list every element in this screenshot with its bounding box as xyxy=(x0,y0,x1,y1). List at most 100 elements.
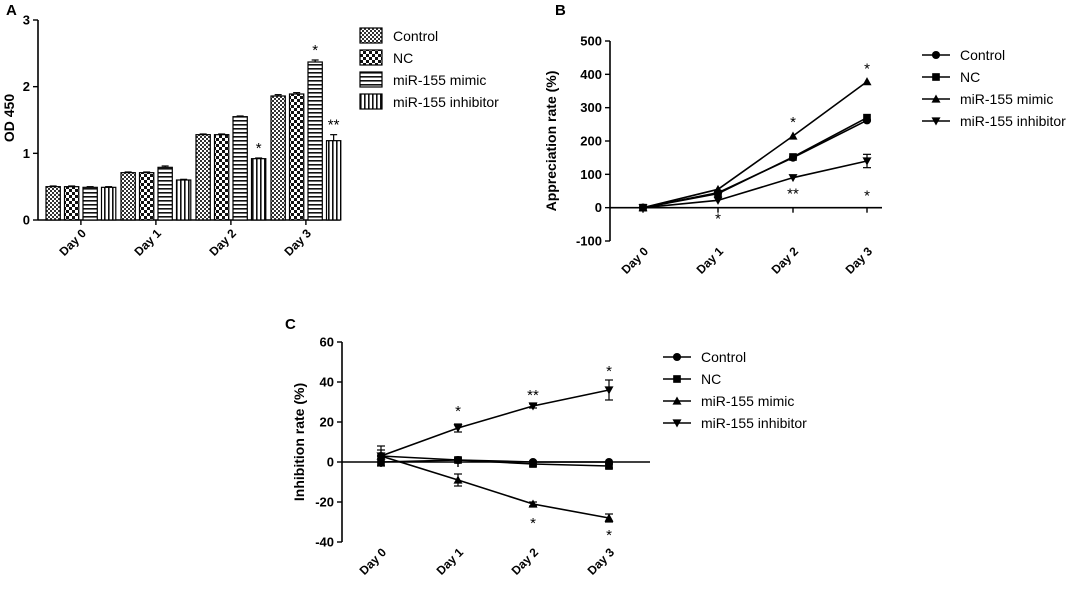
panel-a-bar-mir-155-mimic-day-2 xyxy=(232,116,248,221)
panel-c-letter: C xyxy=(285,316,296,333)
panel-c-legend-marker-control xyxy=(672,352,682,362)
panel-b-legend-label-control: Control xyxy=(960,47,1005,63)
panel-a-errorbar-mir-155-inhibitor-day-1 xyxy=(180,178,188,180)
panel-a-bar-nc-day-1 xyxy=(138,172,155,221)
panel-c-series-mir-155-inhibitor xyxy=(376,379,614,467)
panel-a-bar-mir-155-inhibitor-day-1 xyxy=(175,179,192,221)
panel-c-legend-item-nc: NC xyxy=(663,371,721,387)
panel-b-legend-label-nc: NC xyxy=(960,69,980,85)
panel-b-ytick-label: 300 xyxy=(580,100,602,115)
panel-a-legend-swatch-control xyxy=(359,27,383,44)
panel-b-legend-marker-nc xyxy=(932,73,940,81)
panel-b-marker-mir-155-inhibitor xyxy=(638,204,648,213)
panel-c-legend-label-mir-155-mimic: miR-155 mimic xyxy=(701,393,794,409)
panel-a-bar-mir-155-inhibitor-day-3 xyxy=(325,140,342,221)
panel-c-xtick-label: Day 1 xyxy=(434,545,467,578)
panel-a-xtick-label: Day 1 xyxy=(131,226,164,259)
panel-a-legend-swatch-mir-155-mimic xyxy=(359,71,383,88)
panel-b-ytick-label: -100 xyxy=(576,234,602,249)
panel-c-xtick-label: Day 3 xyxy=(585,545,618,578)
panel-c-marker-mir-155-inhibitor xyxy=(376,452,386,461)
panel-a-errorbar-nc-day-1 xyxy=(143,171,151,173)
panel-a-errorbar-nc-day-0 xyxy=(68,185,76,187)
panel-b-significance: ** xyxy=(787,186,799,203)
panel-b-legend-marker-mir-155-inhibitor xyxy=(931,117,941,126)
panel-a-errorbar-nc-day-3 xyxy=(293,92,301,94)
panel-c-ytick-label: 20 xyxy=(320,415,334,430)
panel-a-errorbar-control-day-2 xyxy=(199,133,207,135)
panel-a-errorbar-mir-155-mimic-day-2 xyxy=(236,115,244,117)
panel-a-xtick-label: Day 3 xyxy=(281,226,314,259)
panel-c-ytick-label: 0 xyxy=(327,455,334,470)
panel-a-xtick-label: Day 0 xyxy=(56,226,89,259)
panel-a-xtick-label: Day 2 xyxy=(206,226,239,259)
panel-a-errorbar-mir-155-mimic-day-0 xyxy=(86,186,94,188)
panel-c-significance: * xyxy=(606,527,612,544)
panel-a-significance: ** xyxy=(328,117,340,134)
panel-b-significance: * xyxy=(864,187,870,204)
panel-b-marker-nc xyxy=(714,189,722,198)
panel-b-marker-mir-155-mimic xyxy=(862,77,872,86)
panel-a-errorbar-mir-155-mimic-day-1 xyxy=(161,165,169,168)
panel-a-errorbar-nc-day-2 xyxy=(218,133,226,135)
panel-b-legend-item-nc: NC xyxy=(922,69,980,85)
panel-a-ytick-label: 0 xyxy=(23,213,30,228)
panel-c-legend-label-mir-155-inhibitor: miR-155 inhibitor xyxy=(701,415,807,431)
panel-c-line-control xyxy=(380,455,609,463)
panel-b-xtick-label: Day 3 xyxy=(843,244,876,277)
panel-b-ytick-label: 500 xyxy=(580,34,602,49)
panel-b-line-mir-155-mimic xyxy=(642,81,868,209)
panel-b-series-mir-155-inhibitor xyxy=(638,153,872,213)
panel-b-ylabel: Appreciation rate (%) xyxy=(543,71,559,212)
panel-b-marker-mir-155-inhibitor xyxy=(788,174,798,183)
panel-c-ytick-label: -40 xyxy=(315,535,334,550)
panel-b-significance: * xyxy=(864,61,870,78)
panel-c-marker-mir-155-mimic xyxy=(528,499,538,508)
panel-a-bar-control-day-2 xyxy=(195,134,211,221)
panel-b-marker-mir-155-inhibitor xyxy=(713,196,723,205)
panel-a-significance: * xyxy=(256,140,262,157)
panel-b-significance: * xyxy=(790,114,796,131)
panel-a-errorbar-control-day-3 xyxy=(274,94,282,96)
panel-c-line-nc xyxy=(380,459,610,467)
panel-b-legend-marker-control xyxy=(931,50,941,60)
panel-c-legend-marker-nc xyxy=(673,375,681,383)
panel-a-errorbar-mir-155-mimic-day-3 xyxy=(311,59,319,62)
panel-a-legend-swatch-mir-155-inhibitor xyxy=(359,93,383,110)
panel-c-significance: * xyxy=(606,363,612,380)
panel-c-xtick-label: Day 0 xyxy=(357,545,390,578)
panel-a-ytick-label: 1 xyxy=(23,146,30,161)
panel-c-marker-nc xyxy=(529,460,537,468)
panel-a-legend-label-nc: NC xyxy=(393,50,413,66)
panel-b: B Appreciation rate (%) -100 0 100 200 300 40… xyxy=(543,2,1066,277)
panel-a-significance: * xyxy=(312,42,318,59)
panel-c-marker-nc xyxy=(454,456,462,464)
panel-a-ytick-label: 2 xyxy=(23,79,30,94)
panel-b-series-mir-155-mimic xyxy=(638,77,872,212)
panel-a-legend-label-mir-155-mimic: miR-155 mimic xyxy=(393,72,486,88)
panel-b-xtick-label: Day 1 xyxy=(694,244,727,277)
panel-b-line-mir-155-inhibitor xyxy=(642,160,868,209)
panel-b-xtick-label: Day 0 xyxy=(619,244,652,277)
panel-a-legend-label-control: Control xyxy=(393,28,438,44)
panel-b-ytick-label: 400 xyxy=(580,67,602,82)
panel-b-line-nc xyxy=(642,116,868,209)
panel-a-letter: A xyxy=(6,2,17,19)
panel-c-line-mir-155-inhibitor xyxy=(380,389,610,457)
panel-b-marker-nc xyxy=(789,153,797,161)
panel-a-bar-mir-155-mimic-day-0 xyxy=(82,186,98,221)
panel-b-marker-mir-155-mimic xyxy=(788,131,798,140)
panel-b-significance: * xyxy=(715,211,721,228)
panel-a-legend-label-mir-155-inhibitor: miR-155 inhibitor xyxy=(393,94,499,110)
panel-b-legend-item-mir-155-inhibitor: miR-155 inhibitor xyxy=(922,113,1066,129)
panel-c-significance: * xyxy=(455,403,461,420)
panel-c-marker-mir-155-inhibitor xyxy=(453,424,463,433)
panel-c-significance: * xyxy=(530,515,536,532)
panel-c-legend-marker-mir-155-inhibitor xyxy=(672,419,682,428)
panel-a-bar-nc-day-2 xyxy=(213,134,230,221)
panel-b-xtick-label: Day 2 xyxy=(769,244,802,277)
panel-c-ylabel: Inhibition rate (%) xyxy=(291,383,307,501)
panel-a-legend-swatch-nc xyxy=(359,49,383,66)
panel-b-ytick-label: 0 xyxy=(595,200,602,215)
